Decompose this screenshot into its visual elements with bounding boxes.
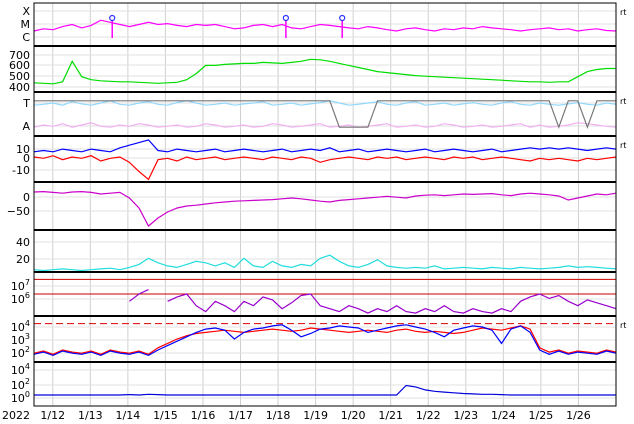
temperature-anisotropy-series-line <box>33 100 617 106</box>
flare-marker <box>282 14 289 22</box>
y-tick-label: 103 <box>11 332 30 347</box>
y-tick-label: M <box>21 18 31 31</box>
panel-right-label: rt <box>620 321 626 330</box>
y-tick-label: 500 <box>9 70 30 83</box>
panel-right-label: rt <box>620 141 626 150</box>
y-tick-label: C <box>22 31 30 44</box>
wind-speed-series-line <box>33 58 616 85</box>
y-tick-label: 107 <box>11 278 30 293</box>
y-tick-label: 104 <box>11 362 30 377</box>
x-tick-label: 1/18 <box>266 409 291 422</box>
x-start-label: 2022 <box>2 409 30 422</box>
dst-series-line <box>33 190 617 227</box>
y-tick-label: 106 <box>11 291 30 306</box>
y-tick-label: 20 <box>16 253 30 266</box>
y-tick-label: 0 <box>23 191 30 204</box>
x-tick-label: 1/12 <box>40 409 65 422</box>
y-tick-label: 102 <box>11 345 30 360</box>
frame-layer <box>33 2 617 407</box>
series-layer <box>33 14 617 396</box>
y-tick-label: 10 <box>16 143 30 156</box>
y-tick-label: X <box>22 5 30 18</box>
panel-frame <box>33 181 617 231</box>
x-tick-label: 1/26 <box>566 409 591 422</box>
x-tick-label: 1/23 <box>453 409 478 422</box>
flare-marker <box>339 14 346 22</box>
xray-series-line <box>33 19 617 32</box>
panel-right-label: rt <box>620 97 626 106</box>
bz-series-line <box>33 139 617 153</box>
panel-frame <box>33 315 617 363</box>
panel-frame <box>33 45 617 93</box>
y-tick-label: 400 <box>9 81 30 94</box>
panel-right-label: rt <box>620 8 626 17</box>
x-tick-label: 1/14 <box>116 409 141 422</box>
electron-flux-series-line <box>33 324 617 357</box>
x-tick-label: 1/20 <box>341 409 366 422</box>
flare-marker <box>109 14 116 22</box>
y-tick-label: 700 <box>9 49 30 62</box>
density-series-line <box>33 254 617 272</box>
panel-frame <box>33 361 617 407</box>
proton-flux-series-line <box>129 289 617 314</box>
y-tick-label: 102 <box>11 377 30 392</box>
x-tick-label: 1/22 <box>416 409 441 422</box>
y-tick-label: 104 <box>11 319 30 334</box>
grid-layer <box>34 3 616 406</box>
panel-frame <box>33 91 617 137</box>
x-tick-label: 1/16 <box>191 409 216 422</box>
x-tick-label: 1/17 <box>228 409 253 422</box>
panel-frame <box>33 135 617 183</box>
y-tick-label: -10 <box>12 164 30 177</box>
y-tick-label: −50 <box>7 205 30 218</box>
y-tick-label: 0 <box>23 152 30 165</box>
x-tick-label: 1/21 <box>378 409 403 422</box>
temperature-anisotropy-series-line <box>33 122 617 128</box>
bz-series-line <box>33 155 617 181</box>
y-tick-label: 600 <box>9 59 30 72</box>
y-tick-label: A <box>22 120 30 133</box>
temperature-anisotropy-series-line <box>34 100 616 129</box>
x-tick-label: 1/24 <box>491 409 516 422</box>
ion-flux-series-line <box>34 384 616 396</box>
y-tick-label: 100 <box>11 390 30 405</box>
x-tick-label: 1/19 <box>303 409 328 422</box>
x-tick-label: 1/15 <box>153 409 178 422</box>
x-tick-label: 1/25 <box>529 409 554 422</box>
label-layer: 1/12 1/13 1/14 1/15 1/16 1/17 1/18 1/19 1/20 1/21… <box>2 5 626 422</box>
panel-frame <box>33 229 617 273</box>
x-tick-label: 1/13 <box>78 409 103 422</box>
y-tick-label: 40 <box>16 236 30 249</box>
y-tick-label: T <box>22 97 30 110</box>
